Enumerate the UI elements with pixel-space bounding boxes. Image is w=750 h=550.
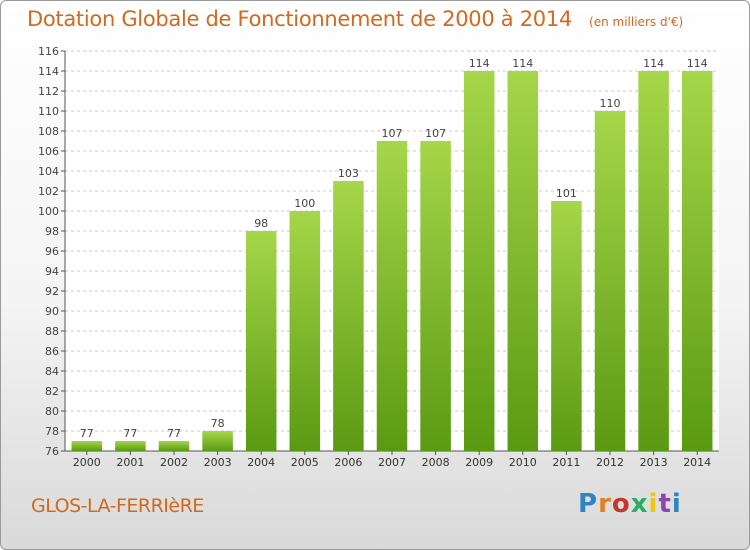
x-tick-label: 2000 xyxy=(73,456,101,469)
y-tick-label: 104 xyxy=(38,165,59,178)
bar-2000[interactable] xyxy=(71,441,103,451)
x-tick-label: 2008 xyxy=(422,456,450,469)
bar-2008[interactable] xyxy=(420,141,451,451)
commune-name: GLOS-LA-FERRIèRE xyxy=(31,495,204,517)
bar-2001[interactable] xyxy=(115,441,146,451)
data-label: 78 xyxy=(211,417,225,430)
title-row: Dotation Globale de Fonctionnement de 20… xyxy=(27,7,683,31)
x-tick-label: 2010 xyxy=(509,456,537,469)
x-tick-label: 2002 xyxy=(160,456,188,469)
bar-2007[interactable] xyxy=(376,141,408,451)
data-label: 114 xyxy=(687,57,708,70)
bar-2010[interactable] xyxy=(507,71,539,451)
data-label: 107 xyxy=(382,127,403,140)
y-tick-label: 88 xyxy=(45,325,59,338)
y-tick-label: 90 xyxy=(45,305,59,318)
data-label: 107 xyxy=(425,127,446,140)
data-label: 110 xyxy=(600,97,621,110)
x-tick-label: 2012 xyxy=(596,456,624,469)
y-tick-label: 100 xyxy=(38,205,59,218)
x-tick-label: 2014 xyxy=(683,456,711,469)
brand-letter: x xyxy=(630,489,649,519)
bar-2009[interactable] xyxy=(463,71,495,451)
x-tick-label: 2009 xyxy=(465,456,493,469)
data-label: 100 xyxy=(294,197,315,210)
y-tick-label: 86 xyxy=(45,345,59,358)
y-tick-label: 106 xyxy=(38,145,59,158)
x-tick-label: 2003 xyxy=(204,456,232,469)
y-tick-label: 116 xyxy=(38,45,59,58)
y-tick-label: 98 xyxy=(45,225,59,238)
bar-2006[interactable] xyxy=(333,181,364,451)
x-tick-label: 2007 xyxy=(378,456,406,469)
y-tick-label: 92 xyxy=(45,285,59,298)
y-tick-label: 94 xyxy=(45,265,59,278)
x-tick-label: 2005 xyxy=(291,456,319,469)
y-tick-label: 78 xyxy=(45,425,59,438)
data-label: 77 xyxy=(80,427,94,440)
chart-title: Dotation Globale de Fonctionnement de 20… xyxy=(27,7,572,31)
y-tick-label: 82 xyxy=(45,385,59,398)
brand-letter: o xyxy=(611,489,631,519)
y-tick-label: 76 xyxy=(45,445,59,458)
y-tick-label: 96 xyxy=(45,245,59,258)
x-tick-label: 2004 xyxy=(247,456,275,469)
bar-2002[interactable] xyxy=(158,441,190,451)
bar-2004[interactable] xyxy=(245,231,277,451)
chart-unit: (en milliers d'€) xyxy=(589,15,684,29)
bar-2012[interactable] xyxy=(594,111,626,451)
x-tick-label: 2011 xyxy=(552,456,580,469)
brand-letter: i xyxy=(648,489,659,519)
data-label: 103 xyxy=(338,167,359,180)
bar-2003[interactable] xyxy=(202,431,233,451)
brand-letter: i xyxy=(671,489,682,519)
x-tick-label: 2013 xyxy=(640,456,668,469)
bar-2011[interactable] xyxy=(551,201,582,451)
brand-letter: r xyxy=(598,489,612,519)
bar-2013[interactable] xyxy=(638,71,669,451)
data-label: 77 xyxy=(167,427,181,440)
bar-2005[interactable] xyxy=(289,211,321,451)
y-tick-label: 110 xyxy=(38,105,59,118)
data-label: 101 xyxy=(556,187,577,200)
data-label: 114 xyxy=(643,57,664,70)
y-tick-label: 80 xyxy=(45,405,59,418)
data-label: 77 xyxy=(123,427,137,440)
data-label: 98 xyxy=(254,217,268,230)
data-label: 114 xyxy=(469,57,490,70)
x-tick-label: 2006 xyxy=(334,456,362,469)
data-label: 114 xyxy=(512,57,533,70)
proxiti-logo[interactable]: Proxiti xyxy=(578,489,682,519)
brand-letter: P xyxy=(578,489,599,519)
x-tick-label: 2001 xyxy=(116,456,144,469)
bar-2014[interactable] xyxy=(681,71,713,451)
y-tick-label: 102 xyxy=(38,185,59,198)
brand-letter: t xyxy=(658,489,672,519)
y-tick-label: 108 xyxy=(38,125,59,138)
y-tick-label: 84 xyxy=(45,365,59,378)
y-tick-label: 114 xyxy=(38,65,59,78)
y-tick-label: 112 xyxy=(38,85,59,98)
